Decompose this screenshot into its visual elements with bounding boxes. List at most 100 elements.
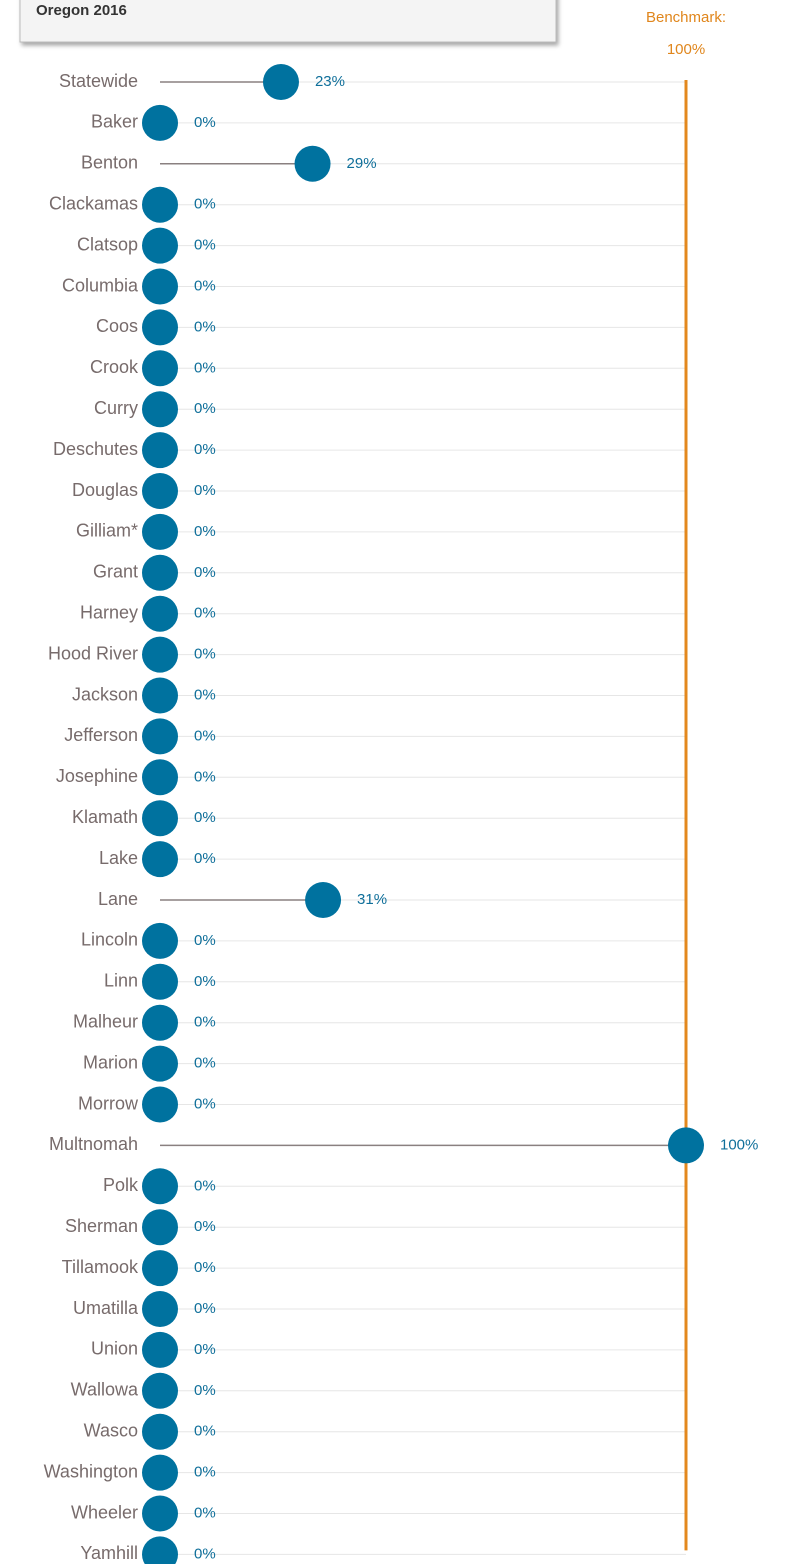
value-label: 29% — [347, 155, 377, 172]
dot — [305, 882, 342, 918]
category-label: Tillamook — [62, 1257, 139, 1277]
value-label: 0% — [194, 318, 216, 335]
dot — [294, 145, 331, 182]
category-label: Hood River — [48, 643, 138, 663]
category-label: Klamath — [72, 807, 138, 827]
dot — [142, 227, 178, 264]
dot — [142, 513, 178, 550]
category-label: Morrow — [78, 1093, 139, 1113]
category-label: Multnomah — [49, 1134, 138, 1154]
category-label: Grant — [93, 562, 138, 582]
dot — [142, 268, 178, 305]
value-label: 0% — [194, 1300, 216, 1317]
dot — [142, 841, 178, 878]
value-label: 23% — [315, 73, 345, 90]
value-label: 0% — [194, 1014, 216, 1031]
value-label: 0% — [194, 359, 216, 376]
category-label: Douglas — [72, 480, 138, 500]
dot — [262, 64, 299, 100]
category-label: Josephine — [56, 766, 138, 786]
dot — [142, 1004, 178, 1041]
category-label: Statewide — [59, 71, 138, 91]
dot — [142, 677, 178, 714]
dot — [142, 1291, 178, 1327]
dot — [142, 554, 178, 591]
value-label: 0% — [194, 400, 216, 417]
value-label: 0% — [194, 809, 216, 826]
chart-title: Oregon 2016 — [36, 2, 127, 19]
value-label: 0% — [194, 932, 216, 949]
value-label: 0% — [194, 1423, 216, 1440]
benchmark-value-label: 100% — [667, 41, 705, 58]
value-label: 0% — [194, 564, 216, 581]
category-label: Clackamas — [49, 193, 138, 213]
benchmark-label: Benchmark: — [646, 9, 726, 26]
value-label: 0% — [194, 482, 216, 499]
dot — [668, 1127, 704, 1164]
value-label: 0% — [194, 605, 216, 622]
value-label: 0% — [194, 1504, 216, 1521]
value-label: 0% — [194, 1177, 216, 1194]
category-label: Jackson — [72, 684, 138, 704]
value-label: 0% — [194, 1545, 216, 1562]
category-label: Sherman — [65, 1216, 138, 1236]
category-label: Gilliam* — [76, 521, 138, 541]
value-label: 100% — [720, 1136, 758, 1153]
dot — [142, 718, 178, 755]
value-label: 0% — [194, 768, 216, 785]
value-label: 0% — [194, 196, 216, 213]
category-label: Union — [91, 1339, 138, 1359]
category-label: Clatsop — [77, 234, 138, 254]
category-label: Jefferson — [64, 725, 138, 745]
category-label: Malheur — [73, 1011, 138, 1031]
value-label: 0% — [194, 973, 216, 990]
category-label: Wallowa — [71, 1380, 139, 1400]
category-label: Benton — [81, 153, 138, 173]
dot — [142, 1413, 178, 1450]
value-label: 0% — [194, 441, 216, 458]
value-label: 0% — [194, 850, 216, 867]
dot — [142, 922, 178, 959]
header-box — [19, 0, 557, 43]
value-label: 0% — [194, 277, 216, 294]
value-label: 0% — [194, 1095, 216, 1112]
value-label: 0% — [194, 1382, 216, 1399]
value-label: 0% — [194, 646, 216, 663]
category-label: Crook — [90, 357, 139, 377]
dot — [142, 432, 178, 469]
dot — [142, 636, 178, 673]
category-label: Lane — [98, 889, 138, 909]
category-label: Coos — [96, 316, 138, 336]
category-label: Deschutes — [53, 439, 138, 459]
dot — [142, 1250, 178, 1287]
dot — [142, 800, 178, 837]
category-label: Baker — [91, 112, 138, 132]
value-label: 0% — [194, 1218, 216, 1235]
dot — [142, 1372, 178, 1409]
value-label: 0% — [194, 1341, 216, 1358]
dot — [142, 1536, 178, 1564]
value-label: 0% — [194, 523, 216, 540]
category-label: Washington — [44, 1461, 138, 1481]
dot — [142, 595, 178, 632]
dot — [142, 473, 178, 509]
category-label: Polk — [103, 1175, 139, 1195]
category-label: Wasco — [84, 1420, 138, 1440]
value-label: 0% — [194, 1259, 216, 1276]
value-label: 0% — [194, 114, 216, 131]
dot — [142, 1209, 178, 1246]
dot — [142, 1045, 178, 1082]
dot — [142, 186, 178, 223]
value-label: 31% — [357, 891, 387, 908]
value-label: 0% — [194, 686, 216, 703]
category-label: Curry — [94, 398, 138, 418]
dot — [142, 104, 178, 141]
value-label: 0% — [194, 1055, 216, 1072]
dot — [142, 1168, 178, 1205]
dot — [142, 391, 178, 428]
category-label: Columbia — [62, 275, 139, 295]
category-label: Wheeler — [71, 1502, 138, 1522]
category-label: Yamhill — [80, 1543, 138, 1563]
dot — [142, 350, 178, 387]
